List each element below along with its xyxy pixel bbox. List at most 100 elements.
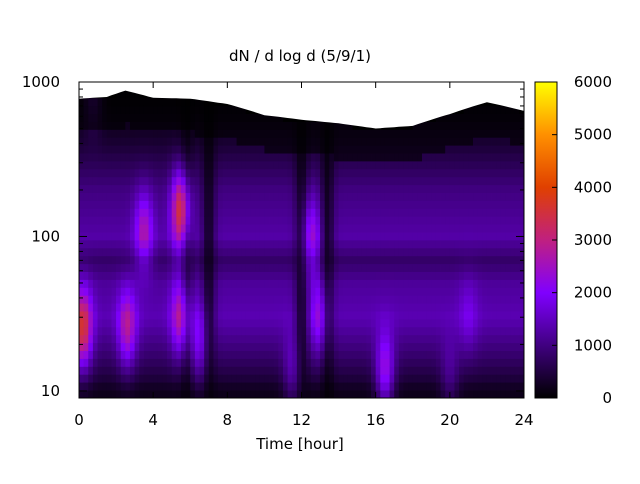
heatmap-cell: [366, 374, 372, 383]
heatmap-cell: [162, 121, 168, 130]
heatmap-cell: [241, 224, 247, 233]
heatmap-cell: [176, 208, 182, 217]
heatmap-cell: [394, 342, 400, 351]
heatmap-cell: [171, 161, 177, 170]
heatmap-cell: [505, 192, 511, 201]
heatmap-cell: [287, 145, 293, 154]
heatmap-cell: [227, 303, 233, 312]
heatmap-cell: [222, 145, 228, 154]
heatmap-cell: [111, 247, 117, 257]
heatmap-cell: [120, 350, 126, 359]
heatmap-cell: [380, 232, 386, 241]
heatmap-cell: [324, 303, 330, 312]
heatmap-cell: [408, 263, 414, 272]
heatmap-cell: [278, 271, 284, 280]
heatmap-cell: [208, 145, 214, 154]
heatmap-cell: [422, 334, 428, 344]
heatmap-cell: [204, 161, 210, 170]
heatmap-cell: [343, 358, 349, 367]
heatmap-cell: [213, 342, 219, 351]
heatmap-cell: [125, 105, 131, 114]
heatmap-cell: [343, 263, 349, 272]
heatmap-cell: [88, 326, 94, 336]
heatmap-cell: [143, 97, 149, 107]
heatmap-cell: [111, 342, 117, 351]
heatmap-cell: [417, 176, 423, 186]
heatmap-cell: [269, 311, 275, 320]
heatmap-cell: [473, 263, 479, 272]
heatmap-cell: [287, 168, 293, 178]
heatmap-cell: [102, 263, 108, 272]
heatmap-cell: [389, 137, 395, 146]
heatmap-cell: [143, 311, 149, 320]
heatmap-cell: [162, 342, 168, 351]
heatmap-cell: [384, 295, 390, 304]
heatmap-cell: [116, 89, 122, 99]
heatmap-cell: [162, 232, 168, 241]
heatmap-cell: [505, 121, 511, 130]
heatmap-cell: [310, 382, 316, 391]
heatmap-cell: [333, 232, 339, 241]
heatmap-cell: [380, 319, 386, 328]
heatmap-cell: [449, 334, 455, 344]
heatmap-cell: [463, 176, 469, 186]
heatmap-cell: [287, 184, 293, 193]
heatmap-cell: [269, 121, 275, 130]
heatmap-cell: [125, 113, 131, 122]
heatmap-cell: [153, 279, 159, 288]
heatmap-cell: [213, 137, 219, 146]
heatmap-cell: [97, 97, 103, 107]
heatmap-cell: [241, 232, 247, 241]
heatmap-cell: [343, 184, 349, 193]
heatmap-cell: [97, 184, 103, 193]
heatmap-cell: [231, 129, 238, 138]
heatmap-cell: [477, 279, 483, 288]
heatmap-cell: [92, 168, 98, 178]
heatmap-cell: [435, 366, 441, 375]
heatmap-cell: [139, 326, 145, 336]
heatmap-cell: [176, 350, 182, 359]
heatmap-cell: [445, 161, 451, 170]
heatmap-cell: [227, 311, 233, 320]
heatmap-cell: [394, 240, 400, 249]
heatmap-cell: [468, 153, 474, 162]
heatmap-cell: [171, 263, 177, 272]
heatmap-cell: [445, 232, 451, 241]
heatmap-cell: [510, 342, 516, 351]
heatmap-cell: [176, 287, 182, 296]
heatmap-cell: [477, 200, 483, 209]
heatmap-cell: [185, 271, 191, 280]
heatmap-cell: [171, 334, 177, 344]
heatmap-cell: [426, 161, 432, 170]
heatmap-cell: [486, 113, 492, 122]
heatmap-cell: [412, 287, 418, 296]
heatmap-cell: [519, 153, 525, 162]
heatmap-cell: [208, 121, 214, 130]
heatmap-cell: [116, 232, 122, 241]
heatmap-cell: [120, 216, 126, 225]
heatmap-cell: [167, 97, 173, 107]
heatmap-cell: [162, 390, 168, 399]
heatmap-cell: [398, 374, 404, 383]
heatmap-cell: [269, 232, 275, 241]
heatmap-cell: [380, 263, 386, 272]
heatmap-cell: [273, 334, 279, 344]
heatmap-cell: [102, 105, 108, 114]
heatmap-cell: [227, 105, 233, 114]
heatmap-cell: [343, 311, 349, 320]
heatmap-cell: [282, 374, 288, 383]
heatmap-cell: [422, 263, 428, 272]
heatmap-cell: [143, 271, 149, 280]
heatmap-cell: [167, 192, 173, 201]
heatmap-cell: [301, 374, 307, 383]
heatmap-cell: [389, 145, 395, 154]
heatmap-cell: [306, 319, 312, 328]
heatmap-cell: [167, 168, 173, 178]
heatmap-cell: [208, 137, 214, 146]
heatmap-cell: [194, 358, 200, 367]
heatmap-cell: [329, 326, 335, 336]
heatmap-cell: [486, 240, 492, 249]
heatmap-cell: [83, 374, 89, 383]
heatmap-cell: [320, 358, 326, 367]
heatmap-cell: [92, 374, 98, 383]
